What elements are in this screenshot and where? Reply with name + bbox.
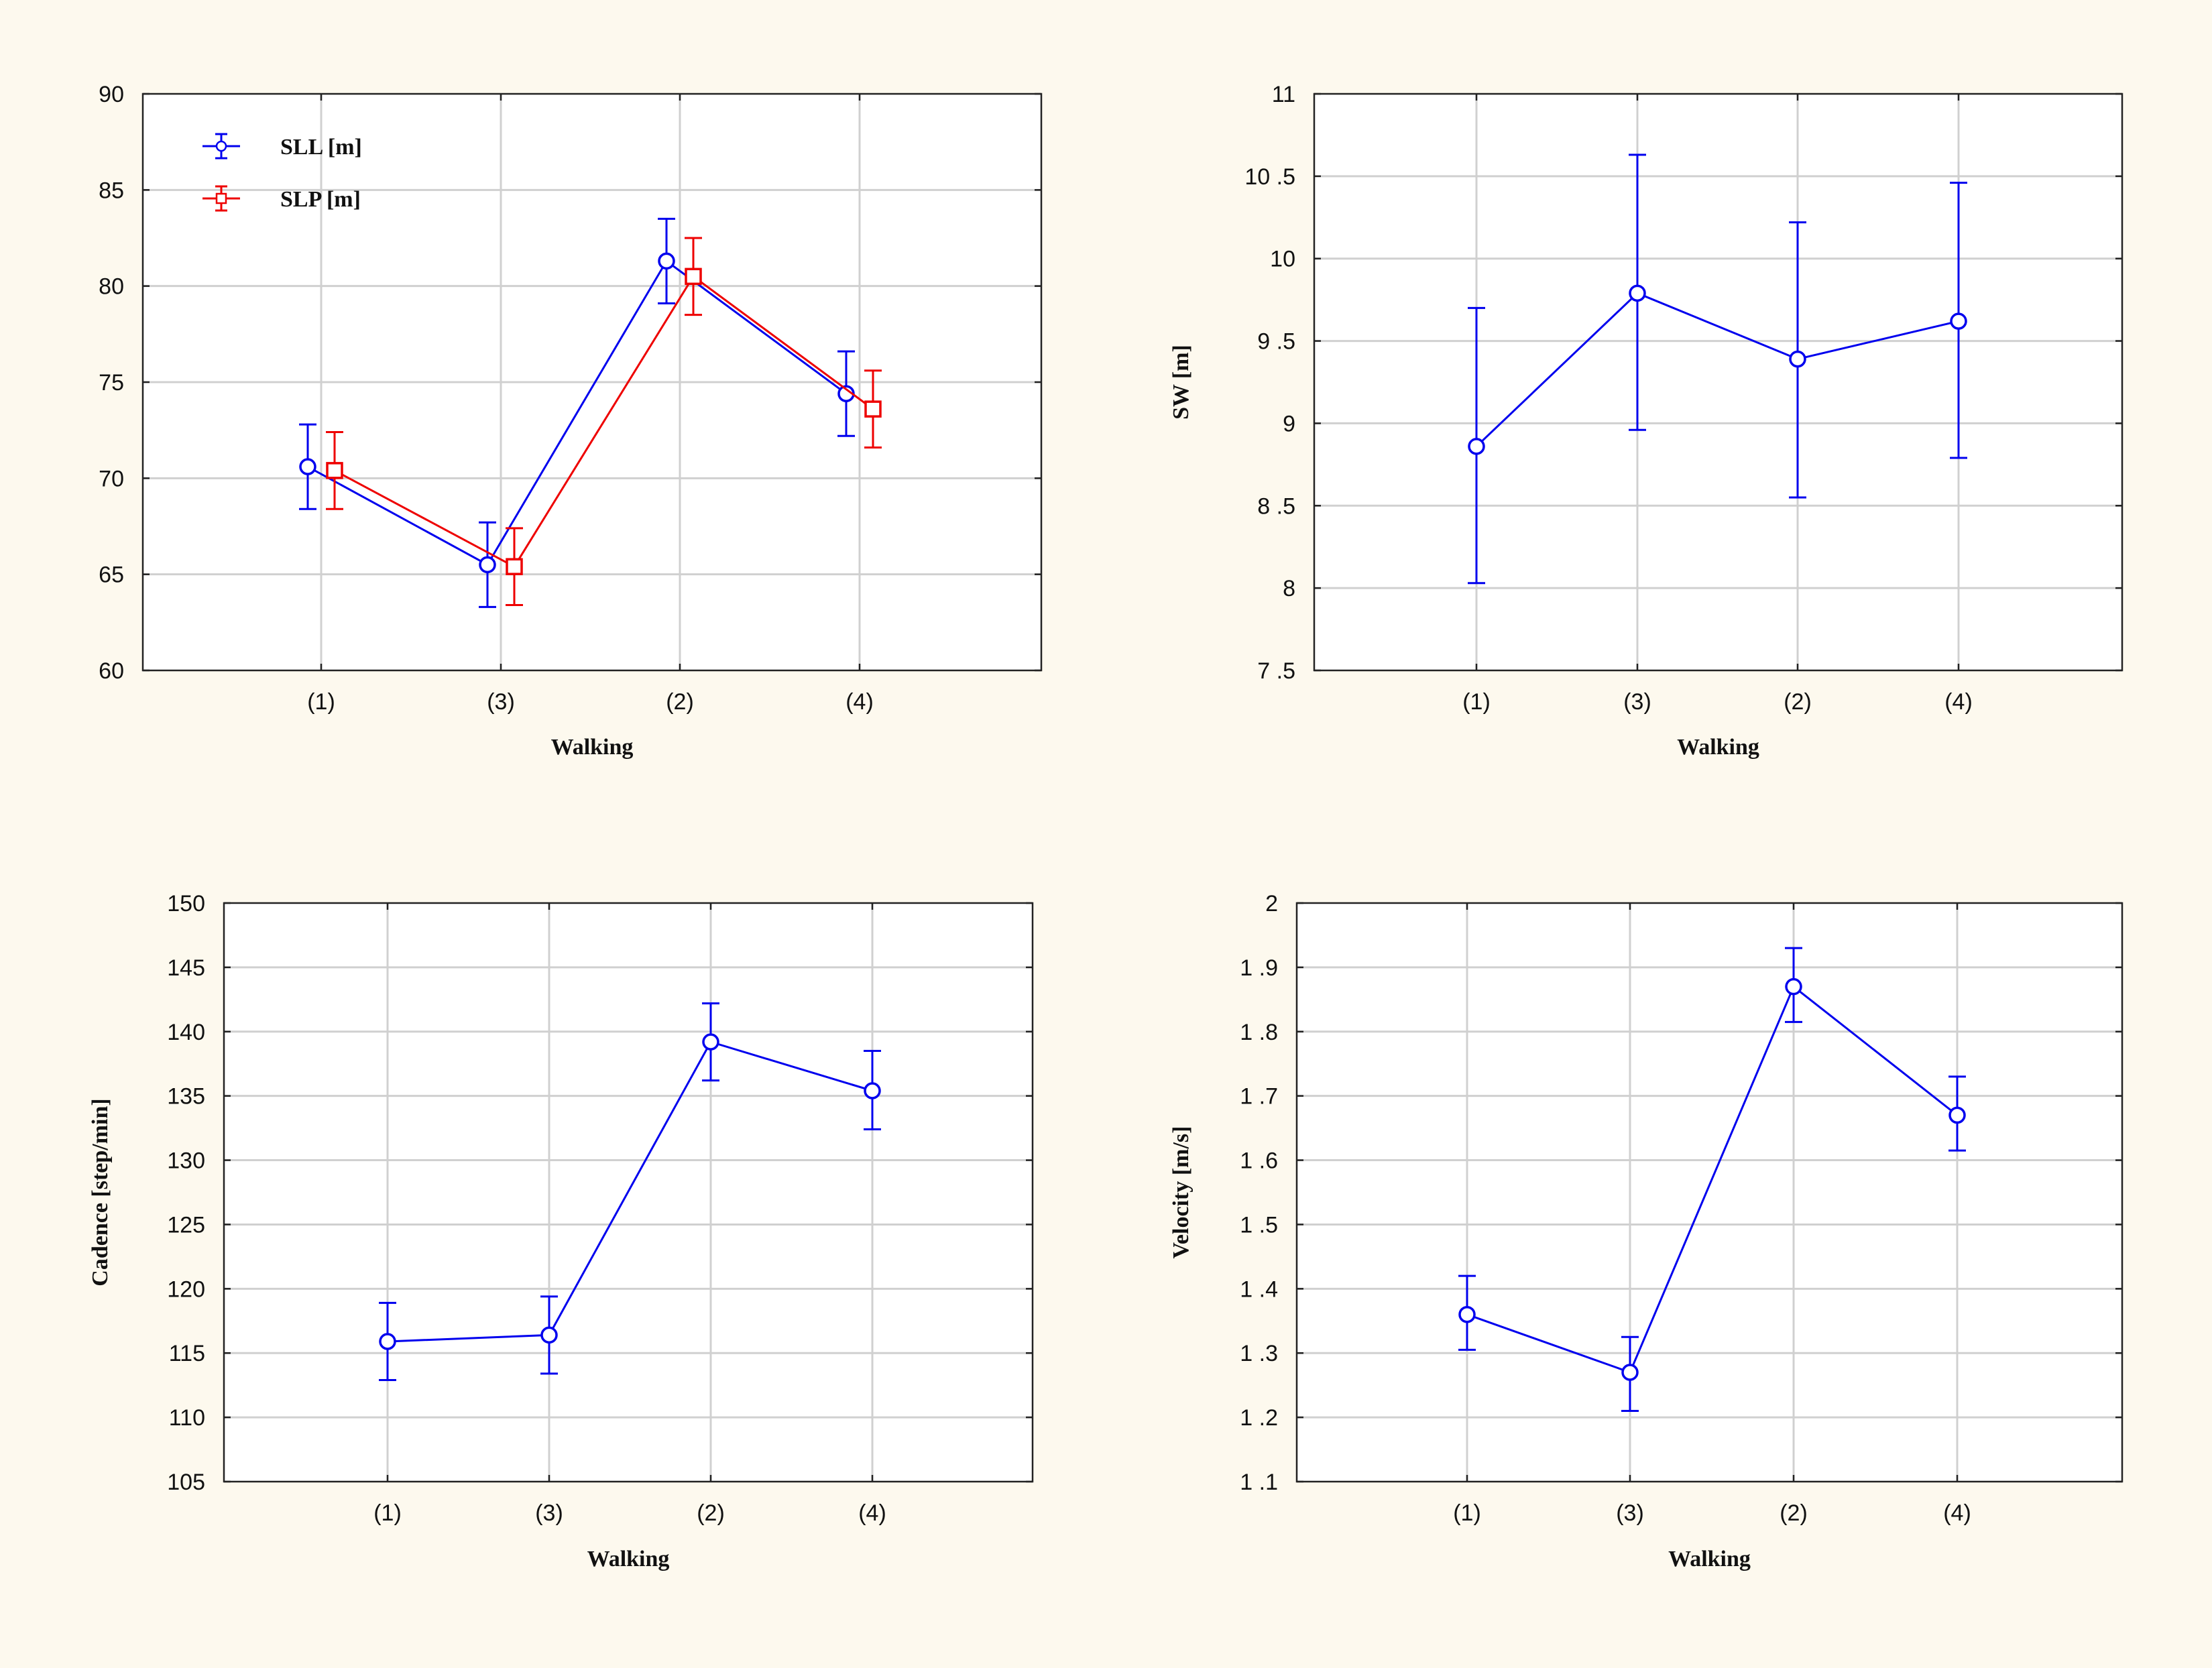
series-line bbox=[334, 275, 874, 569]
data-point bbox=[1948, 1106, 1966, 1124]
plot-frame bbox=[1313, 93, 2123, 672]
y-tick-label: 7 .5 bbox=[1257, 658, 1295, 684]
chart-step-length: 60 65 70 75 80 85 90 (1) (3) (2) (4) Walking SLL [m]… bbox=[99, 82, 1043, 760]
data-point bbox=[379, 1333, 396, 1350]
y-tick-label: 10 .5 bbox=[1244, 164, 1295, 190]
y-tick-label: 8 .5 bbox=[1257, 493, 1295, 519]
plot-frame bbox=[1295, 902, 2123, 1483]
y-tick-label: 110 bbox=[169, 1405, 205, 1431]
series-line bbox=[387, 1040, 873, 1343]
data-point bbox=[658, 252, 675, 270]
x-tick-label: (4) bbox=[858, 1500, 886, 1526]
y-axis-title: Cadence [step/min] bbox=[88, 1098, 113, 1286]
y-tick-label: 1 .9 bbox=[1240, 955, 1278, 981]
y-axis-title: Velocity [m/s] bbox=[1169, 1126, 1194, 1259]
chart-cadence: 105 110 115 120 125 130 135 140 145 150 (1) (3) (2) (… bbox=[88, 891, 1034, 1571]
legend-marker bbox=[215, 192, 227, 204]
x-axis-title: Walking bbox=[587, 1547, 670, 1571]
y-tick-label: 2 bbox=[1265, 891, 1278, 916]
y-tick-label: 105 bbox=[167, 1470, 205, 1495]
y-tick-label: 150 bbox=[167, 891, 205, 916]
x-tick-label: (2) bbox=[697, 1500, 725, 1526]
x-tick-label: (3) bbox=[487, 689, 515, 715]
data-point bbox=[864, 400, 882, 418]
y-tick-label: 140 bbox=[167, 1020, 205, 1045]
y-tick-label: 1 .2 bbox=[1240, 1405, 1278, 1431]
data-point bbox=[1789, 350, 1806, 368]
chart-step-width: 7 .5 8 8 .5 9 9 .5 10 10 .5 11 (1) (3) (2) (4) Walki… bbox=[1169, 82, 2123, 760]
x-tick-label: (4) bbox=[1944, 689, 1973, 715]
plot-area bbox=[1297, 903, 2122, 1482]
plot-area bbox=[1314, 94, 2122, 670]
x-axis-title: Walking bbox=[1677, 735, 1759, 760]
x-tick-label: (1) bbox=[307, 689, 335, 715]
y-tick-label: 1 .5 bbox=[1240, 1212, 1278, 1238]
data-point bbox=[479, 556, 496, 574]
data-point bbox=[702, 1033, 719, 1051]
data-point bbox=[685, 267, 702, 286]
x-tick-label: (4) bbox=[1943, 1500, 1971, 1526]
chart-velocity: 1 .1 1 .2 1 .3 1 .4 1 .5 1 .6 1 .7 1 .8 1 .9 2 (1)… bbox=[1169, 891, 2123, 1571]
x-tick-label: (2) bbox=[666, 689, 694, 715]
y-tick-label: 60 bbox=[99, 658, 124, 684]
y-tick-label: 85 bbox=[99, 178, 124, 203]
series-line bbox=[1475, 292, 1959, 447]
data-point bbox=[326, 462, 343, 479]
y-tick-label: 65 bbox=[99, 562, 124, 588]
x-tick-label: (3) bbox=[1616, 1500, 1644, 1526]
y-tick-label: 11 bbox=[1272, 82, 1295, 107]
series-line bbox=[307, 259, 847, 567]
legend-label: SLP [m] bbox=[280, 187, 361, 212]
data-point bbox=[1621, 1364, 1639, 1381]
series-line bbox=[1466, 985, 1958, 1374]
y-tick-label: 120 bbox=[167, 1276, 205, 1302]
y-tick-label: 1 .7 bbox=[1240, 1084, 1278, 1110]
data-point bbox=[540, 1326, 558, 1344]
y-tick-label: 130 bbox=[167, 1148, 205, 1174]
y-tick-label: 115 bbox=[169, 1341, 205, 1366]
plot-frame bbox=[223, 902, 1034, 1483]
y-tick-label: 8 bbox=[1283, 576, 1295, 601]
x-tick-label: (3) bbox=[535, 1500, 563, 1526]
x-tick-label: (3) bbox=[1623, 689, 1651, 715]
y-tick-label: 125 bbox=[167, 1212, 205, 1238]
y-tick-label: 90 bbox=[99, 82, 124, 107]
y-tick-label: 1 .4 bbox=[1240, 1276, 1278, 1302]
y-tick-label: 75 bbox=[99, 370, 124, 396]
x-tick-label: (1) bbox=[1453, 1500, 1481, 1526]
x-tick-label: (4) bbox=[846, 689, 874, 715]
x-tick-label: (1) bbox=[373, 1500, 402, 1526]
y-tick-label: 1 .8 bbox=[1240, 1020, 1278, 1045]
data-point bbox=[1950, 312, 1967, 330]
y-tick-label: 80 bbox=[99, 274, 124, 300]
x-tick-label: (2) bbox=[1784, 689, 1812, 715]
data-point bbox=[299, 458, 316, 475]
legend-item: SLP [m] bbox=[202, 185, 361, 212]
x-tick-label: (1) bbox=[1462, 689, 1491, 715]
data-point bbox=[864, 1082, 881, 1099]
x-axis-title: Walking bbox=[1668, 1547, 1751, 1571]
y-tick-label: 70 bbox=[99, 466, 124, 491]
y-tick-label: 10 bbox=[1270, 247, 1295, 272]
data-point bbox=[1629, 284, 1646, 302]
legend-label: SLL [m] bbox=[280, 135, 362, 160]
data-point bbox=[1468, 438, 1485, 455]
x-axis-title: Walking bbox=[551, 735, 634, 760]
data-point bbox=[1458, 1305, 1476, 1323]
y-tick-label: 135 bbox=[167, 1084, 205, 1110]
data-point bbox=[506, 558, 523, 575]
y-tick-label: 1 .1 bbox=[1240, 1470, 1278, 1495]
y-tick-label: 9 .5 bbox=[1257, 329, 1295, 355]
y-tick-label: 1 .3 bbox=[1240, 1341, 1278, 1366]
y-axis-title: SW [m] bbox=[1169, 345, 1194, 420]
legend-item: SLL [m] bbox=[202, 133, 362, 160]
x-tick-label: (2) bbox=[1780, 1500, 1808, 1526]
y-tick-label: 1 .6 bbox=[1240, 1148, 1278, 1174]
legend-marker bbox=[215, 140, 227, 152]
data-point bbox=[1785, 977, 1802, 996]
y-tick-label: 145 bbox=[167, 955, 205, 981]
y-tick-label: 9 bbox=[1283, 411, 1295, 436]
